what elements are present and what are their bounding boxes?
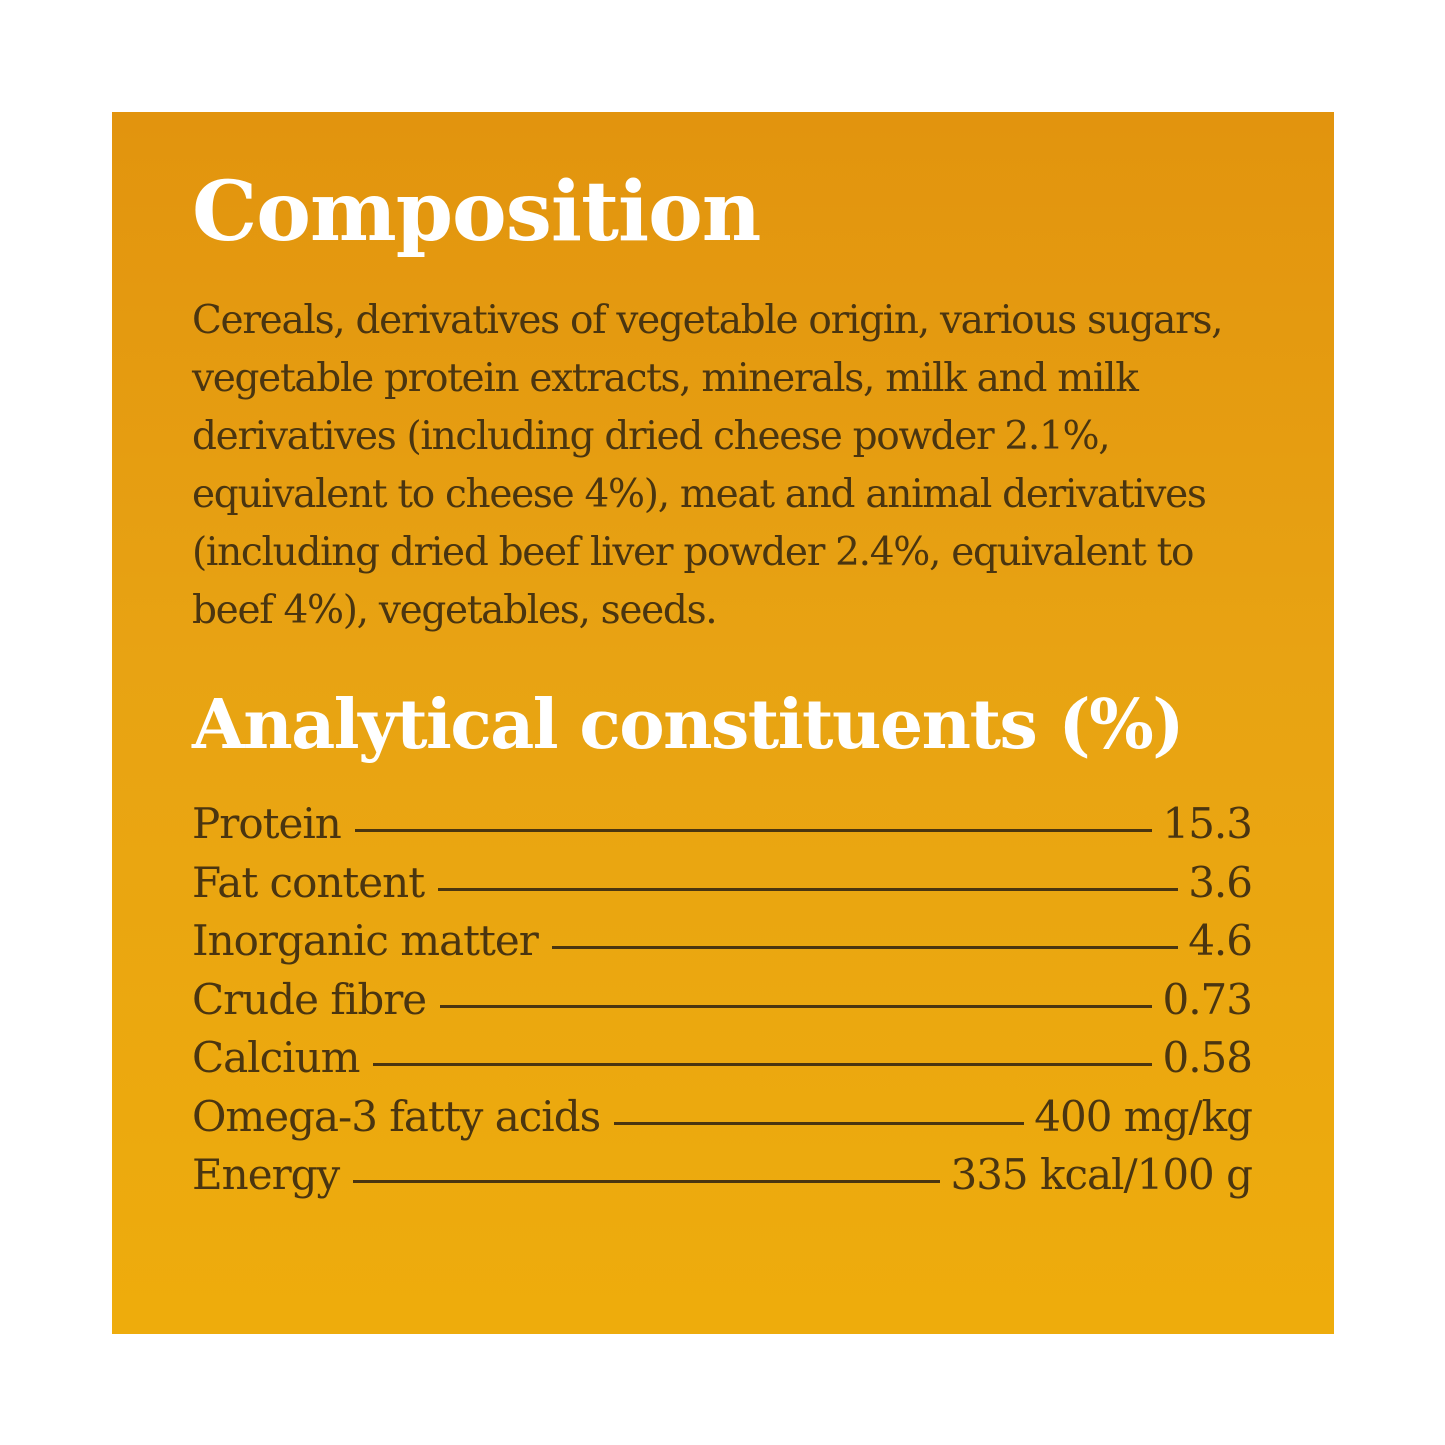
composition-heading: Composition <box>192 164 761 260</box>
constituent-row-inorganic-matter: Inorganic matter 4.6 <box>192 912 1253 971</box>
leader-line <box>614 1121 1025 1125</box>
leader-line <box>373 1063 1153 1066</box>
constituent-name: Inorganic matter <box>192 916 539 965</box>
constituent-value: 335 kcal/100 g <box>950 1150 1253 1199</box>
leader-line <box>353 1180 941 1183</box>
constituent-value: 15.3 <box>1162 799 1253 848</box>
analytical-constituents-heading: Analytical constituents (%) <box>192 685 1184 765</box>
constituent-value: 3.6 <box>1188 857 1253 907</box>
constituent-row-crude-fibre: Crude fibre 0.73 <box>192 971 1253 1030</box>
composition-text: Cereals, derivatives of vegetable origin… <box>192 298 1224 633</box>
leader-line <box>551 946 1179 949</box>
constituent-name: Crude fibre <box>192 974 427 1024</box>
constituent-value: 4.6 <box>1188 916 1253 965</box>
constituent-name: Calcium <box>192 1033 360 1082</box>
constituent-value: 400 mg/kg <box>1034 1091 1253 1141</box>
leader-line <box>354 829 1153 832</box>
nutrition-panel: Composition Cereals, derivatives of vege… <box>112 112 1334 1334</box>
constituent-value: 0.73 <box>1162 974 1253 1024</box>
constituent-row-calcium: Calcium 0.58 <box>192 1029 1253 1088</box>
constituent-row-protein: Protein 15.3 <box>192 795 1253 854</box>
constituent-name: Protein <box>192 799 342 848</box>
leader-line <box>438 887 1179 891</box>
constituent-name: Omega-3 fatty acids <box>192 1091 601 1141</box>
constituent-row-energy: Energy 335 kcal/100 g <box>192 1146 1253 1205</box>
constituents-list: Protein 15.3 Fat content 3.6 Inorganic m… <box>192 795 1253 1205</box>
leader-line <box>440 1004 1153 1008</box>
constituent-row-omega-3: Omega-3 fatty acids 400 mg/kg <box>192 1088 1253 1147</box>
constituent-name: Energy <box>192 1150 340 1199</box>
constituent-value: 0.58 <box>1162 1033 1253 1082</box>
constituent-name: Fat content <box>192 857 425 907</box>
constituent-row-fat-content: Fat content 3.6 <box>192 854 1253 913</box>
